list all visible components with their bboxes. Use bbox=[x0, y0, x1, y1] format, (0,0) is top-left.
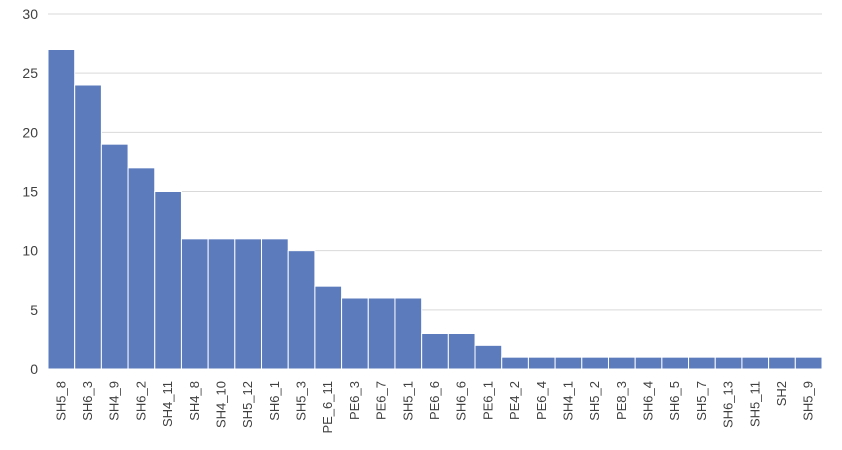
bar-SH4_10 bbox=[207, 238, 236, 370]
x-tick-label: PE_6_11 bbox=[320, 381, 335, 434]
bar-PE6_1 bbox=[474, 344, 503, 370]
x-tick-label: SH4_9 bbox=[107, 381, 122, 421]
x-tick-label: SH6_5 bbox=[667, 381, 682, 421]
x-tick-label: SH5_12 bbox=[240, 381, 255, 428]
y-tick-label: 20 bbox=[22, 124, 38, 140]
x-tick-label: PE6_3 bbox=[347, 381, 362, 420]
x-tick-label: SH6_6 bbox=[454, 381, 469, 421]
bar-SH5_3 bbox=[287, 250, 316, 370]
bar-SH5_8 bbox=[47, 49, 76, 370]
y-tick-label: 30 bbox=[22, 6, 38, 22]
bar-SH5_11 bbox=[741, 356, 770, 370]
x-tick-label: SH5_8 bbox=[53, 381, 68, 421]
bar-SH4_11 bbox=[154, 191, 182, 370]
x-tick-label: SH4_10 bbox=[213, 381, 228, 428]
bar-SH4_8 bbox=[180, 238, 209, 370]
x-tick-label: SH4_1 bbox=[560, 381, 575, 421]
x-tick-label: SH5_3 bbox=[294, 381, 309, 421]
bar-SH6_2 bbox=[127, 167, 156, 370]
bar-SH6_3 bbox=[74, 84, 102, 370]
x-tick-label: SH5_7 bbox=[694, 381, 709, 421]
x-tick-label: SH6_3 bbox=[80, 381, 95, 421]
bar-PE6_6 bbox=[421, 333, 449, 370]
bar-PE_6_11 bbox=[314, 285, 343, 370]
bar-SH6_6 bbox=[447, 333, 476, 370]
x-tick-label: PE4_2 bbox=[507, 381, 522, 420]
x-tick-label: SH5_1 bbox=[400, 381, 415, 421]
y-axis-ticks: 0 5 10 15 20 25 30 bbox=[22, 6, 38, 377]
x-tick-label: PE8_3 bbox=[614, 381, 629, 420]
bar-SH5_7 bbox=[688, 356, 716, 370]
x-tick-label: PE6_7 bbox=[374, 381, 389, 420]
bar-PE4_2 bbox=[501, 356, 529, 370]
x-tick-label: SH5_11 bbox=[747, 381, 762, 427]
bar-SH6_1 bbox=[261, 238, 289, 370]
bar-PE8_3 bbox=[607, 356, 636, 370]
x-tick-label: SH5_2 bbox=[587, 381, 602, 421]
bar-PE6_7 bbox=[367, 297, 396, 370]
x-tick-label: SH6_2 bbox=[133, 381, 148, 421]
y-tick-label: 15 bbox=[22, 184, 38, 200]
y-tick-label: 0 bbox=[30, 361, 38, 377]
x-tick-label: SH4_8 bbox=[187, 381, 202, 421]
x-tick-label: SH4_11 bbox=[160, 381, 175, 427]
x-tick-label: PE6_6 bbox=[427, 381, 442, 420]
bar-SH4_1 bbox=[554, 356, 583, 370]
y-tick-label: 10 bbox=[22, 243, 38, 259]
x-tick-label: SH6_4 bbox=[641, 381, 656, 421]
bar-PE6_4 bbox=[527, 356, 556, 370]
bar-SH5_1 bbox=[394, 297, 423, 370]
y-tick-label: 5 bbox=[30, 302, 38, 318]
bar-SH5_9 bbox=[794, 356, 823, 370]
bar-SH4_9 bbox=[100, 143, 129, 370]
x-axis-ticks: SH5_8 SH6_3 SH4_9 SH6_2 SH4_11 SH4_8 SH4_10 SH5… bbox=[53, 381, 815, 434]
bar-SH6_5 bbox=[661, 356, 690, 370]
bar-SH6_13 bbox=[714, 356, 743, 370]
bar-SH5_12 bbox=[234, 238, 263, 370]
x-tick-label: PE6_4 bbox=[534, 381, 549, 420]
bars bbox=[47, 49, 823, 370]
bar-SH6_4 bbox=[634, 356, 663, 370]
bar-SH5_2 bbox=[581, 356, 609, 370]
y-tick-label: 25 bbox=[22, 65, 38, 81]
bar-SH2 bbox=[768, 356, 796, 370]
x-tick-label: SH5_9 bbox=[801, 381, 816, 421]
x-tick-label: SH2 bbox=[774, 381, 789, 406]
bar-PE6_3 bbox=[341, 297, 369, 370]
x-tick-label: PE6_1 bbox=[480, 381, 495, 420]
x-tick-label: SH6_1 bbox=[267, 381, 282, 421]
x-tick-label: SH6_13 bbox=[721, 381, 736, 428]
